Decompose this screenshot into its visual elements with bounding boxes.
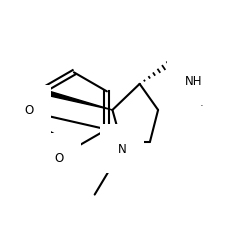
Text: O: O [54,152,63,164]
Text: O: O [24,103,34,116]
Text: N: N [118,142,127,155]
Text: NH: NH [185,75,203,88]
Polygon shape [40,90,112,110]
